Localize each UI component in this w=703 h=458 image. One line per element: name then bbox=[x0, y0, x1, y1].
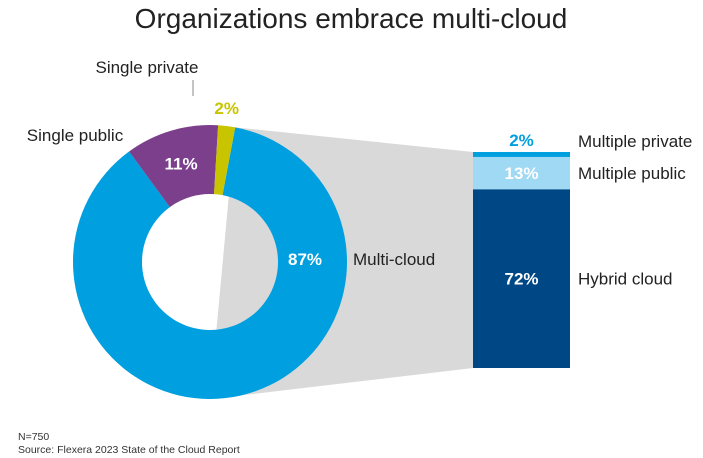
category-label-multiple-private: Multiple private bbox=[578, 132, 692, 151]
category-label-hybrid-cloud: Hybrid cloud bbox=[578, 270, 673, 289]
donut-slice-single-private bbox=[214, 125, 236, 196]
stacked-bar bbox=[473, 152, 570, 368]
bar-segment-multiple-public bbox=[473, 156, 570, 190]
bar-segment-hybrid-cloud bbox=[473, 189, 570, 368]
donut-slice-single-public bbox=[129, 125, 219, 208]
category-label-multiple-public: Multiple public bbox=[578, 164, 686, 183]
bar-segment-multiple-private bbox=[473, 152, 570, 157]
value-label-multiple-private: 2% bbox=[509, 131, 534, 150]
value-label-hybrid-cloud: 72% bbox=[504, 270, 538, 289]
category-label-single-private: Single private bbox=[95, 58, 198, 77]
value-label-multi-cloud: 87% bbox=[288, 250, 322, 269]
chart-labels: 87% 11% 2% Multi-cloud Single public Single p… bbox=[27, 58, 693, 289]
value-label-single-private: 2% bbox=[214, 99, 239, 118]
category-label-single-public: Single public bbox=[27, 126, 124, 145]
value-label-multiple-public: 13% bbox=[504, 164, 538, 183]
sample-size-note: N=750 bbox=[18, 431, 49, 443]
donut-chart bbox=[72, 125, 347, 400]
value-label-single-public: 11% bbox=[165, 155, 198, 174]
donut-slice-multi-cloud bbox=[72, 127, 347, 400]
chart-title: Organizations embrace multi-cloud bbox=[135, 3, 568, 34]
source-note: Source: Flexera 2023 State of the Cloud … bbox=[18, 444, 240, 456]
category-label-multi-cloud: Multi-cloud bbox=[353, 250, 435, 269]
